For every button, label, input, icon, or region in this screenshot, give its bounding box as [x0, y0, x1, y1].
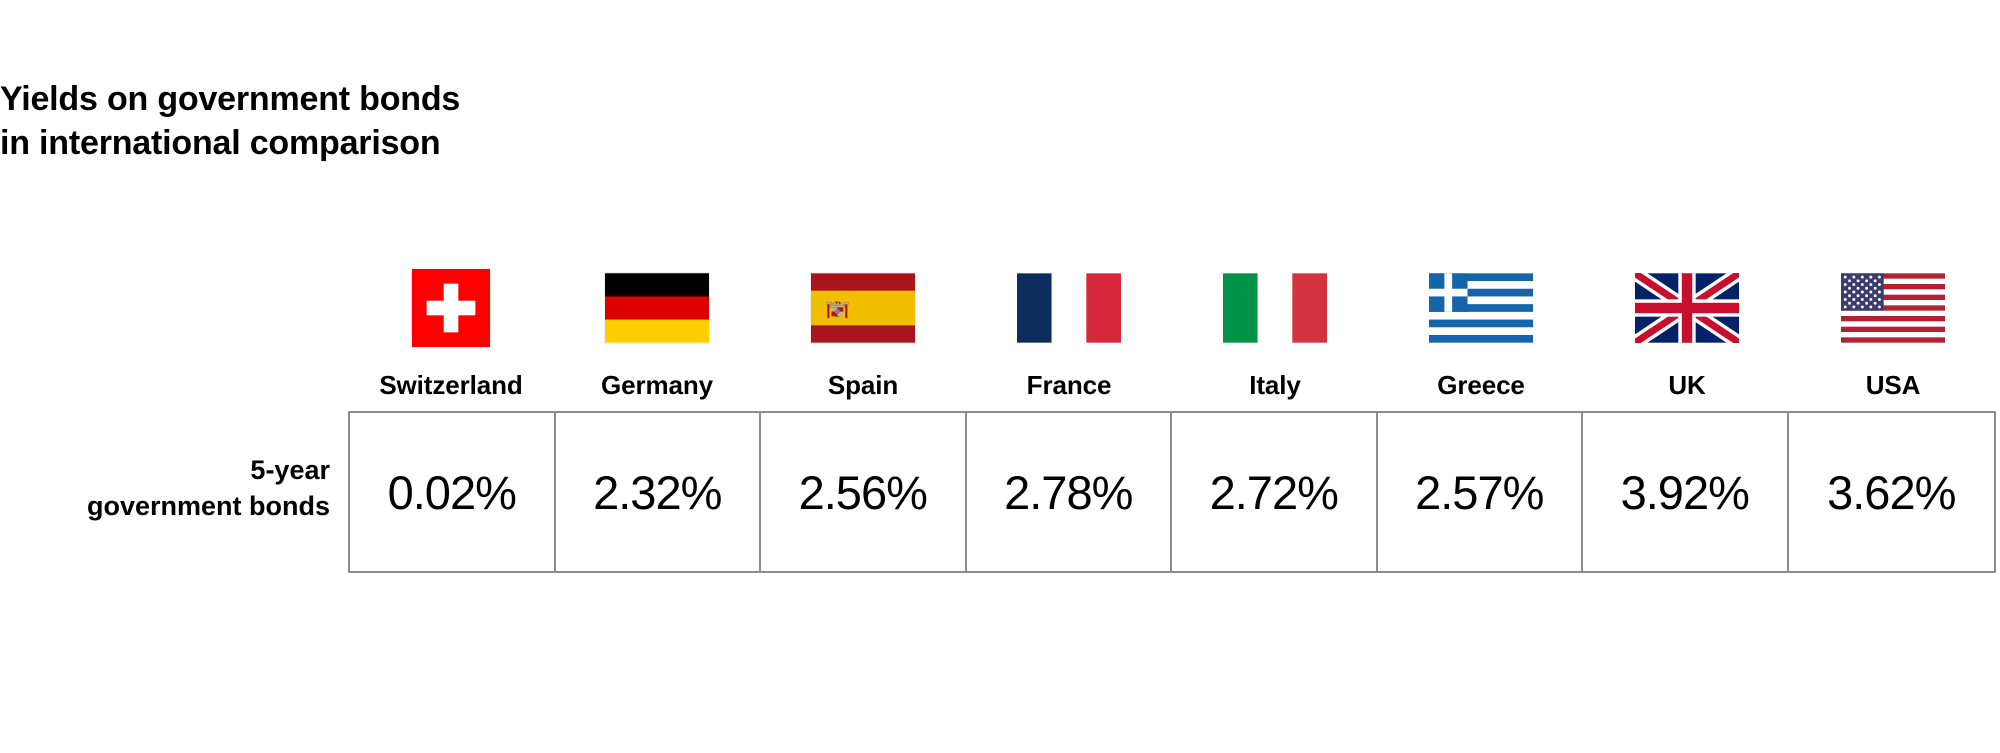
column-germany — [554, 245, 760, 370]
column-switzerland — [348, 245, 554, 370]
country-label-switzerland: Switzerland — [379, 370, 523, 400]
country-label-germany: Germany — [600, 370, 714, 400]
flag-italy-icon — [1223, 272, 1327, 343]
flag-row — [348, 245, 1996, 370]
flag-cell-usa — [1790, 245, 1996, 370]
value-cell-uk: 3.92% — [1583, 413, 1789, 571]
flag-switzerland-icon — [412, 268, 490, 347]
country-label-row: Switzerland Germany Spain France Italy G… — [348, 370, 1996, 411]
column-uk — [1584, 245, 1790, 370]
column-greece — [1378, 245, 1584, 370]
flag-cell-germany — [554, 245, 760, 370]
flag-spain-icon — [811, 272, 915, 343]
column-italy — [1172, 245, 1378, 370]
flag-usa-icon — [1841, 272, 1945, 343]
country-label-uk: UK — [1668, 370, 1706, 400]
country-label-greece: Greece — [1437, 370, 1525, 400]
bond-yield-table: Switzerland Germany Spain France Italy G… — [348, 245, 1996, 573]
flag-cell-greece — [1378, 245, 1584, 370]
flag-uk-icon — [1635, 272, 1739, 343]
country-label-spain: Spain — [827, 370, 899, 400]
country-label-usa: USA — [1865, 370, 1921, 400]
value-cell-spain: 2.56% — [761, 413, 967, 571]
value-cell-germany: 2.32% — [556, 413, 761, 571]
flag-germany-icon — [605, 272, 709, 343]
column-france — [966, 245, 1172, 370]
column-spain — [760, 245, 966, 370]
value-cell-italy: 2.72% — [1172, 413, 1378, 571]
value-cell-usa: 3.62% — [1827, 465, 1956, 519]
flag-cell-italy — [1172, 245, 1378, 370]
table-row: 0.02% 2.32% 2.56% 2.78% 2.72% 2.57% 3.92… — [348, 411, 1996, 573]
flag-france-icon — [1017, 272, 1121, 343]
flag-greece-icon — [1429, 272, 1533, 343]
country-label-italy: Italy — [1249, 370, 1301, 400]
flag-cell-switzerland — [348, 245, 554, 370]
value-cell-france: 2.78% — [967, 413, 1172, 571]
flag-cell-france — [966, 245, 1172, 370]
flag-cell-uk — [1584, 245, 1790, 370]
flag-cell-spain — [760, 245, 966, 370]
column-usa — [1790, 245, 1996, 370]
country-label-france: France — [1026, 370, 1112, 400]
value-cell-greece: 2.57% — [1378, 413, 1583, 571]
row-header-label: 5-year government bonds — [86, 455, 330, 522]
value-cell-switzerland: 0.02% — [350, 413, 556, 571]
page-title: Yields on government bonds in internatio… — [0, 80, 461, 162]
